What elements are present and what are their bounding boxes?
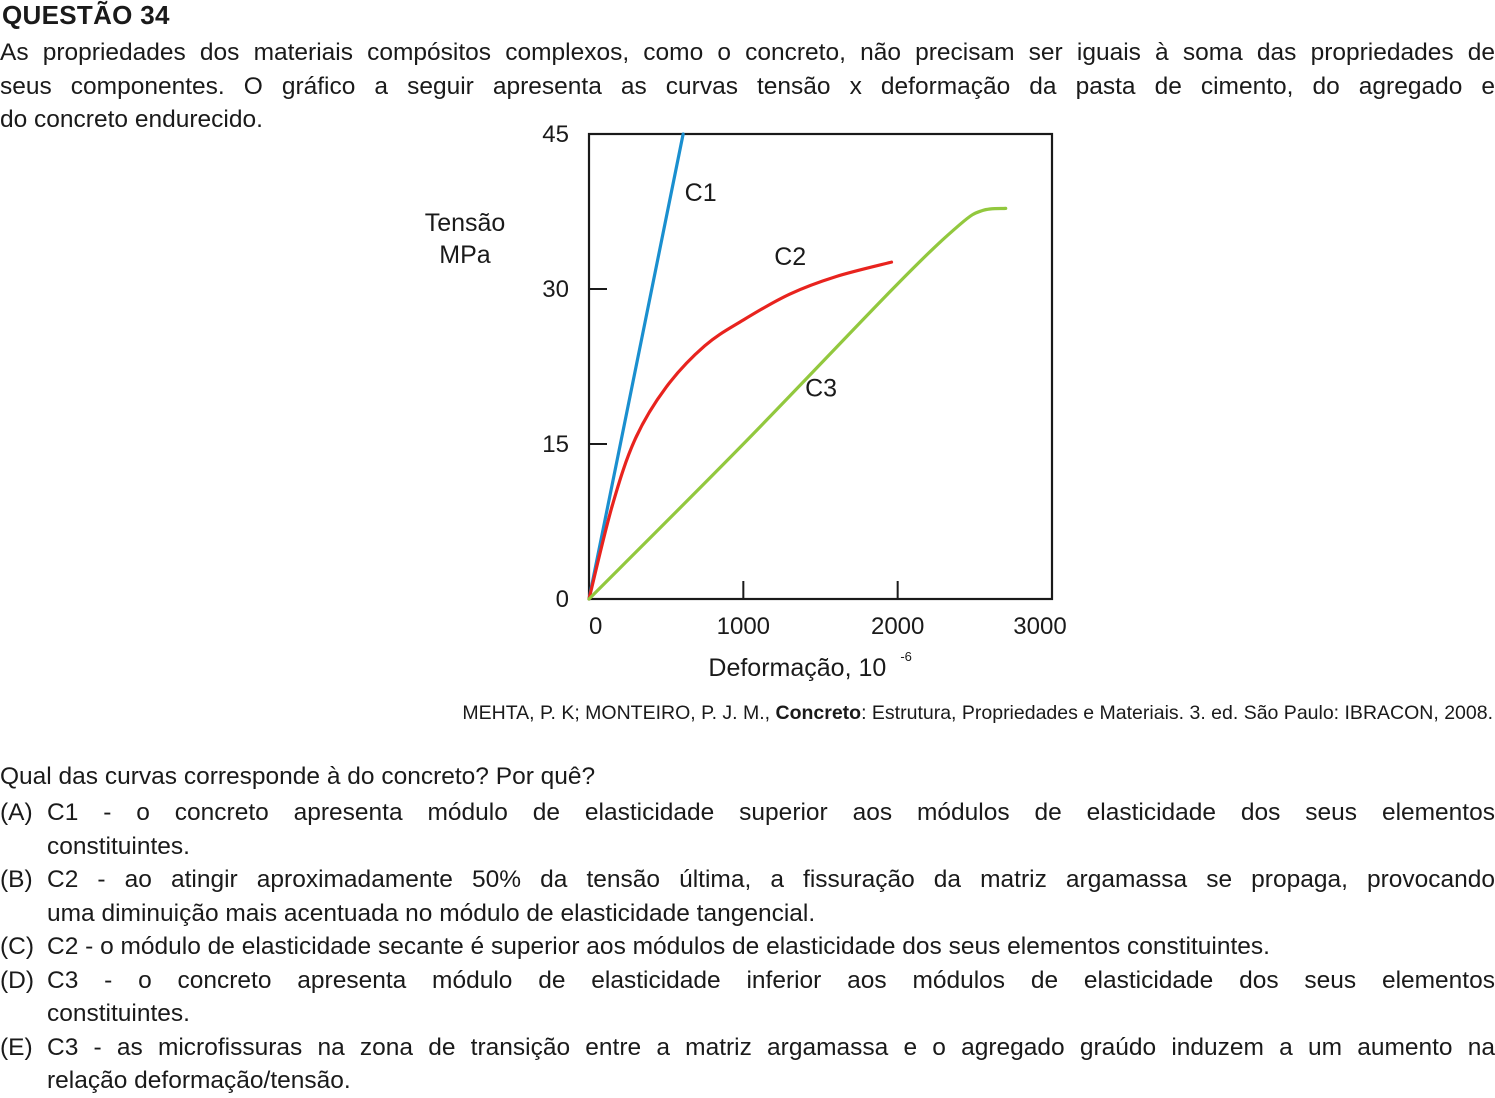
x-tick-label: 3000 [1013, 613, 1066, 640]
series-label-c3: C3 [805, 374, 837, 402]
x-tick-label: 0 [589, 613, 602, 640]
option-d[interactable]: (D) C3 - o concreto apresenta módulo de … [0, 964, 1495, 1031]
option-letter: (B) [0, 866, 33, 893]
intro-line: seus componentes. O gráfico a seguir apr… [0, 72, 1495, 100]
option-line: uma diminuição mais acentuada no módulo … [47, 899, 816, 927]
citation-work: Concreto [775, 702, 862, 724]
option-line: C2 - ao atingir aproximadamente 50% da t… [47, 866, 1495, 893]
option-letter: (D) [0, 966, 35, 994]
series-label-c2: C2 [774, 243, 806, 271]
option-text: C1 - o concreto apresenta módulo de elas… [47, 796, 1495, 863]
option-letter: (E) [0, 1033, 33, 1061]
intro-line: As propriedades dos materiais compósitos… [0, 39, 1495, 66]
option-text: C2 - o módulo de elasticidade secante é … [47, 930, 1495, 964]
stress-strain-chart: 0 15 30 45 0 1000 2000 3000 Tensão MPa Deformação,… [425, 121, 1067, 682]
citation-details: : Estrutura, Propriedades e Materiais. 3… [861, 702, 1493, 724]
series-line-c3 [587, 206, 1008, 601]
citation-authors: MEHTA, P. K; MONTEIRO, P. J. M., [462, 702, 776, 724]
question-title: QUESTÃO 34 [2, 0, 170, 30]
y-axis-label: Tensão [425, 209, 506, 237]
option-b[interactable]: (B) C2 - ao atingir aproximadamente 50% … [0, 863, 1495, 930]
answer-options: (A) C1 - o concreto apresenta módulo de … [0, 796, 1495, 1098]
y-tick-label: 45 [542, 121, 569, 148]
x-tick-label: 1000 [717, 613, 770, 640]
y-tick-label: 15 [542, 431, 569, 458]
option-line: C3 - as microfissuras na zona de transiç… [47, 1033, 1495, 1061]
intro-line: do concreto endurecido. [0, 106, 263, 133]
question-intro: As propriedades dos materiais compósitos… [0, 36, 1495, 137]
option-line: constituintes. [47, 832, 190, 860]
option-c[interactable]: (C) C2 - o módulo de elasticidade secant… [0, 930, 1495, 964]
series-line-c1 [587, 132, 685, 601]
option-letter: (A) [0, 799, 33, 826]
option-line: C3 - o concreto apresenta módulo de elas… [47, 966, 1495, 994]
option-a[interactable]: (A) C1 - o concreto apresenta módulo de … [0, 796, 1495, 863]
series-line-c2 [587, 260, 894, 601]
option-e[interactable]: (E) C3 - as microfissuras na zona de tra… [0, 1031, 1495, 1098]
option-letter: (C) [0, 933, 35, 960]
y-tick-label: 0 [556, 586, 569, 613]
option-line: constituintes. [47, 1000, 190, 1027]
x-axis-label-exponent: -6 [900, 649, 912, 664]
y-tick-label: 30 [542, 276, 569, 303]
source-citation: MEHTA, P. K; MONTEIRO, P. J. M., Concret… [462, 702, 1493, 725]
series-label-c1: C1 [685, 179, 717, 207]
option-text: C3 - o concreto apresenta módulo de elas… [47, 964, 1495, 1031]
option-line: C2 - o módulo de elasticidade secante é … [47, 933, 1270, 960]
y-axis-label: MPa [439, 241, 491, 269]
option-line: C1 - o concreto apresenta módulo de elas… [47, 799, 1495, 826]
option-text: C3 - as microfissuras na zona de transiç… [47, 1031, 1495, 1098]
option-line: relação deformação/tensão. [47, 1067, 351, 1094]
x-tick-label: 2000 [871, 613, 924, 640]
plot-frame [587, 132, 1054, 601]
question-prompt: Qual das curvas corresponde à do concret… [0, 763, 596, 790]
option-text: C2 - ao atingir aproximadamente 50% da t… [47, 863, 1495, 930]
x-axis-label: Deformação, 10 [708, 654, 886, 682]
